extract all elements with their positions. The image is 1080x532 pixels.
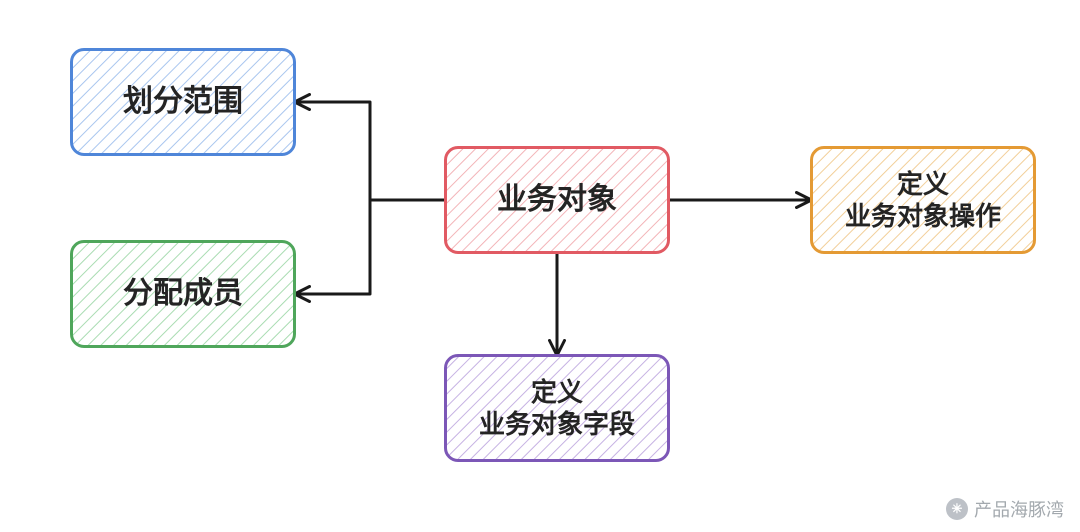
node-ops: 定义 业务对象操作: [810, 146, 1036, 254]
node-scope: 划分范围: [70, 48, 296, 156]
edge-object-to-scope: [296, 102, 444, 200]
watermark-logo-icon: ✳: [946, 498, 968, 520]
node-assign: 分配成员: [70, 240, 296, 348]
node-object: 业务对象: [444, 146, 670, 254]
watermark-label: 产品海豚湾: [974, 496, 1064, 522]
node-fields: 定义 业务对象字段: [444, 354, 670, 462]
edge-object-to-assign: [296, 200, 444, 294]
watermark: ✳ 产品海豚湾: [946, 496, 1064, 522]
diagram-stage: ✳ 产品海豚湾 划分范围分配成员 业务对象 定义 业务对象操作定义 业务对象字段: [0, 0, 1080, 532]
